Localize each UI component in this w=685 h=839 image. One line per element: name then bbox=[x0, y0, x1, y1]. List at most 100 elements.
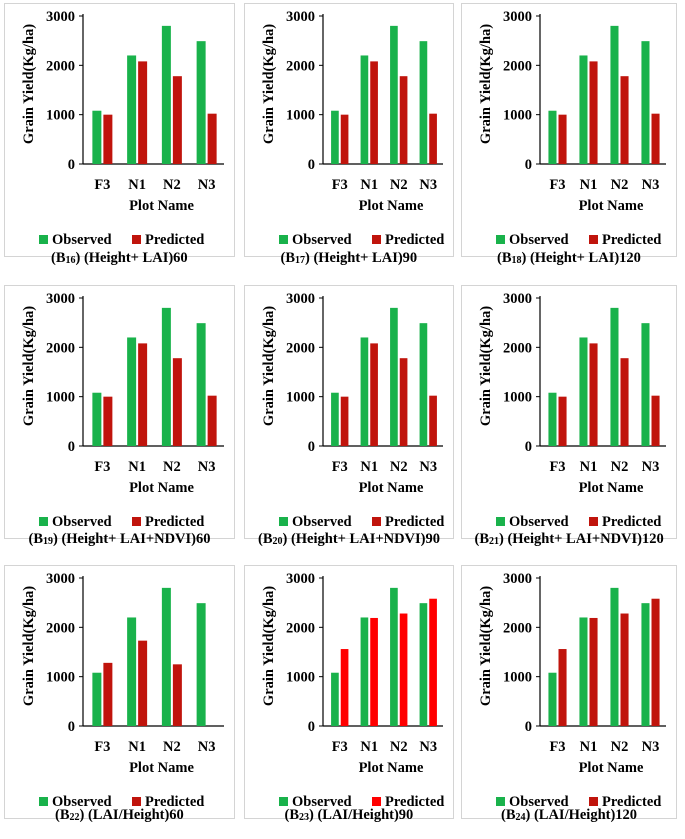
y-tick-label: 2000 bbox=[286, 340, 315, 356]
legend-label-predicted: Predicted bbox=[145, 514, 204, 530]
bar-observed-n2 bbox=[390, 587, 398, 726]
chart-caption: (B18) (Height+ LAI)120 bbox=[497, 250, 641, 266]
bar-predicted-n3 bbox=[651, 113, 660, 164]
bar-observed-n1 bbox=[127, 617, 137, 726]
bar-observed-n2 bbox=[161, 307, 171, 446]
bar-observed-n3 bbox=[419, 323, 428, 446]
y-tick-label: 3000 bbox=[503, 571, 532, 587]
x-tick-label: N1 bbox=[580, 739, 598, 755]
legend-swatch-observed bbox=[496, 235, 505, 244]
y-axis-label: Grain Yield(Kg/ha) bbox=[261, 306, 277, 426]
legend-label-observed: Observed bbox=[52, 794, 112, 810]
y-tick-label: 2000 bbox=[286, 620, 315, 636]
y-tick-label: 2000 bbox=[46, 340, 75, 356]
bar-observed-n2 bbox=[161, 25, 171, 164]
legend-swatch-predicted bbox=[589, 235, 598, 244]
bar-observed-n3 bbox=[419, 603, 428, 726]
x-tick-label: N3 bbox=[419, 459, 437, 475]
bar-predicted-n1 bbox=[138, 343, 148, 446]
x-tick-label: N2 bbox=[390, 177, 408, 193]
bar-observed-f3 bbox=[331, 392, 339, 446]
legend-swatch-predicted bbox=[132, 797, 141, 806]
legend-swatch-predicted bbox=[372, 797, 381, 806]
y-tick-label: 0 bbox=[525, 719, 532, 735]
legend-label-observed: Observed bbox=[292, 794, 352, 810]
x-axis-label: Plot Name bbox=[129, 198, 194, 214]
x-tick-label: F3 bbox=[332, 459, 348, 475]
x-axis-label: Plot Name bbox=[359, 760, 424, 776]
x-tick-label: N1 bbox=[360, 459, 378, 475]
x-tick-label: N2 bbox=[163, 459, 181, 475]
bar-predicted-n3 bbox=[207, 395, 217, 446]
x-tick-label: F3 bbox=[549, 739, 565, 755]
legend-label-observed: Observed bbox=[52, 514, 112, 530]
x-axis-label: Plot Name bbox=[129, 760, 194, 776]
y-axis-label: Grain Yield(Kg/ha) bbox=[21, 586, 37, 706]
bar-predicted-n2 bbox=[399, 613, 408, 726]
chart-caption: (B22) (LAI/Height)60 bbox=[55, 807, 184, 823]
y-tick-label: 2000 bbox=[46, 58, 75, 74]
legend-label-predicted: Predicted bbox=[385, 794, 444, 810]
y-tick-label: 1000 bbox=[46, 670, 75, 686]
y-tick-label: 0 bbox=[68, 719, 75, 735]
legend-label-predicted: Predicted bbox=[385, 514, 444, 530]
bar-predicted-n3 bbox=[429, 598, 437, 726]
y-axis-label: Grain Yield(Kg/ha) bbox=[478, 586, 494, 706]
y-tick-label: 3000 bbox=[286, 291, 315, 307]
x-axis-label: Plot Name bbox=[579, 480, 644, 496]
legend-swatch-predicted bbox=[589, 797, 598, 806]
y-axis-label: Grain Yield(Kg/ha) bbox=[21, 24, 37, 144]
x-tick-label: N3 bbox=[419, 739, 437, 755]
bar-observed-n3 bbox=[641, 323, 650, 446]
bar-predicted-n1 bbox=[589, 617, 598, 726]
legend-swatch-observed bbox=[39, 797, 48, 806]
chart-panel-b20: Grain Yield(Kg/ha) 0 1000 2000 3000 F3 N1 N2 N3 P… bbox=[244, 285, 454, 539]
chart-panel-b17: Grain Yield(Kg/ha) 0 1000 2000 3000 F3 N1 N2 N3 P… bbox=[244, 3, 454, 257]
x-tick-label: N2 bbox=[611, 739, 629, 755]
bar-predicted-n1 bbox=[370, 61, 378, 164]
bar-predicted-n2 bbox=[172, 76, 182, 164]
bar-observed-n3 bbox=[419, 41, 428, 164]
legend-swatch-predicted bbox=[132, 517, 141, 526]
y-axis-label: Grain Yield(Kg/ha) bbox=[261, 24, 277, 144]
x-tick-label: N1 bbox=[128, 177, 146, 193]
bar-observed-n2 bbox=[390, 307, 398, 446]
legend-label-predicted: Predicted bbox=[602, 794, 661, 810]
y-tick-label: 1000 bbox=[46, 108, 75, 124]
x-tick-label: F3 bbox=[549, 459, 565, 475]
bar-predicted-f3 bbox=[558, 649, 567, 726]
chart-panel-b18: Grain Yield(Kg/ha) 0 1000 2000 3000 F3 N1 N2 N3 P… bbox=[461, 3, 677, 257]
chart-panel-b19: Grain Yield(Kg/ha) 0 1000 2000 3000 F3 N1 N2 N3 P… bbox=[4, 285, 235, 539]
bar-predicted-n2 bbox=[172, 664, 182, 726]
legend-swatch-observed bbox=[279, 235, 288, 244]
x-tick-label: F3 bbox=[332, 739, 348, 755]
bar-predicted-n3 bbox=[429, 395, 437, 446]
y-tick-label: 2000 bbox=[503, 340, 532, 356]
x-tick-label: N2 bbox=[163, 177, 181, 193]
y-tick-label: 2000 bbox=[286, 58, 315, 74]
bar-predicted-n1 bbox=[370, 343, 378, 446]
bar-predicted-n2 bbox=[399, 358, 408, 446]
bar-predicted-f3 bbox=[558, 396, 567, 446]
legend-label-observed: Observed bbox=[292, 232, 352, 248]
bar-observed-n2 bbox=[610, 587, 619, 726]
bar-predicted-n2 bbox=[620, 76, 629, 164]
bar-observed-n1 bbox=[360, 617, 369, 726]
y-axis-label: Grain Yield(Kg/ha) bbox=[261, 586, 277, 706]
bar-observed-f3 bbox=[548, 110, 557, 164]
x-tick-label: N1 bbox=[580, 177, 598, 193]
y-tick-label: 0 bbox=[308, 719, 315, 735]
y-tick-label: 2000 bbox=[503, 620, 532, 636]
chart-panel-b16: Grain Yield(Kg/ha) 0 1000 2000 3000 F3 N1 N2 N3 P… bbox=[4, 3, 235, 257]
bar-observed-f3 bbox=[331, 110, 339, 164]
legend-label-predicted: Predicted bbox=[145, 232, 204, 248]
bar-observed-n2 bbox=[610, 307, 619, 446]
bar-predicted-n1 bbox=[370, 617, 378, 726]
y-tick-label: 0 bbox=[308, 439, 315, 455]
x-tick-label: N1 bbox=[128, 739, 146, 755]
bar-predicted-n1 bbox=[138, 61, 148, 164]
legend-swatch-observed bbox=[279, 797, 288, 806]
